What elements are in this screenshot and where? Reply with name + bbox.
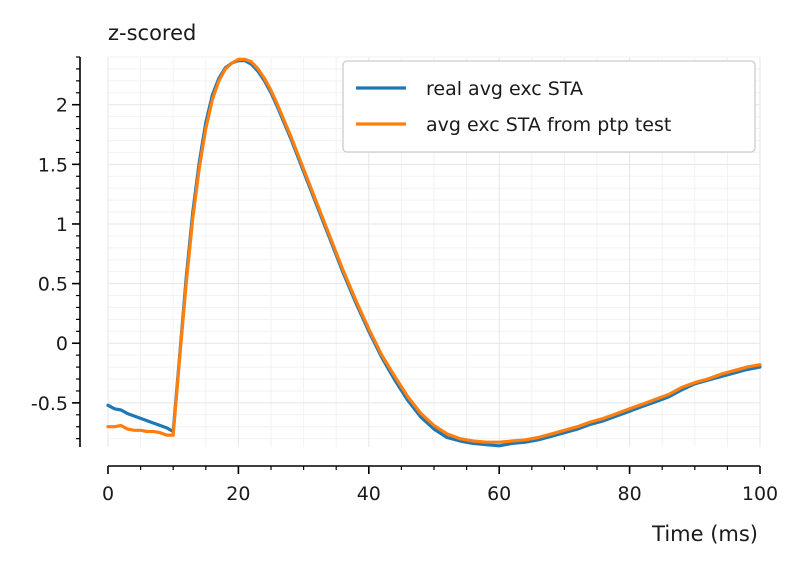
y-tick-label: 0	[56, 333, 68, 355]
y-tick-label: 1.5	[38, 154, 68, 176]
y-tick-label: 0.5	[38, 274, 68, 296]
series-lines	[106, 57, 762, 448]
x-tick-label: 60	[487, 483, 511, 505]
x-tick-label: 0	[102, 483, 114, 505]
y-tick-label: 2	[56, 95, 68, 117]
x-tick-label: 100	[742, 483, 778, 505]
x-tick-label: 80	[618, 483, 642, 505]
legend-label-avg-exc-sta-from-ptp-test: avg exc STA from ptp test	[426, 114, 671, 136]
tick-marks: 0 20 40 60 80 100 -0.5 0 0.5 1 1.5 2	[31, 56, 778, 505]
legend: real avg exc STA avg exc STA from ptp te…	[342, 60, 756, 153]
y-axis-title: z-scored	[108, 21, 196, 45]
legend-box	[342, 60, 756, 153]
x-axis-title: Time (ms)	[651, 522, 758, 546]
series-line-avg-exc-sta-from-ptp-test	[106, 57, 762, 444]
x-tick-label: 20	[226, 483, 250, 505]
x-tick-label: 40	[357, 483, 381, 505]
y-tick-label: 1	[56, 214, 68, 236]
y-tick-label: -0.5	[31, 393, 68, 415]
legend-label-real-avg-exc-sta: real avg exc STA	[426, 78, 583, 100]
